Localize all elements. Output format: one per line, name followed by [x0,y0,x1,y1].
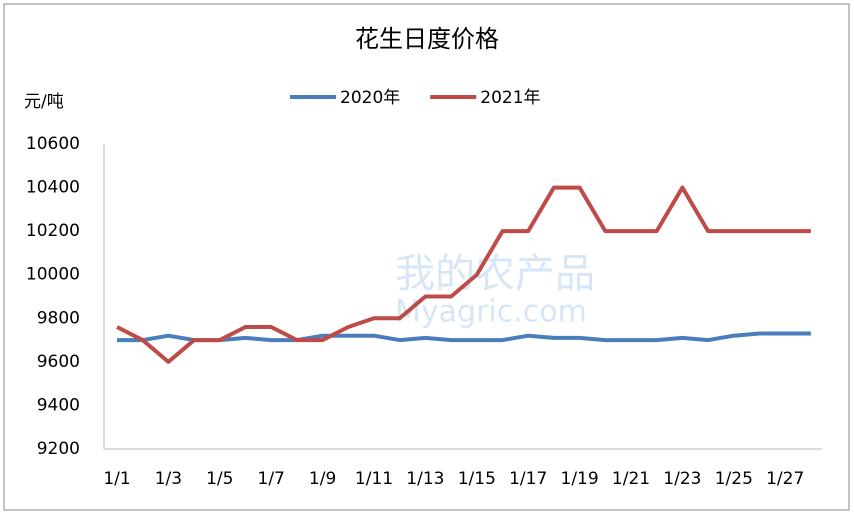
x-tick-label: 1/23 [663,469,701,489]
x-tick-label: 1/19 [561,469,599,489]
x-tick-label: 1/15 [458,469,496,489]
y-tick-label: 9400 [37,395,80,415]
x-tick-label: 1/13 [406,469,444,489]
x-tick-label: 1/1 [103,469,130,489]
x-tick-label: 1/27 [766,469,804,489]
y-tick-label: 9800 [37,308,80,328]
x-tick-label: 1/11 [355,469,393,489]
x-tick-label: 1/17 [509,469,547,489]
y-tick-label: 10600 [26,134,80,154]
watermark-text: 我的农产品 [395,251,595,297]
series-line [117,331,811,343]
chart-frame [3,3,850,511]
y-tick-label: 10400 [26,178,80,198]
x-tick-label: 1/21 [612,469,650,489]
y-tick-label: 10200 [26,221,80,241]
x-tick-label: 1/9 [309,469,336,489]
x-tick-label: 1/5 [206,469,233,489]
watermark: 我的农产品 Myagric.com [395,251,595,330]
y-tick-label: 9200 [37,439,80,459]
watermark-text: Myagric.com [395,295,587,330]
y-tick-label: 9600 [37,352,80,372]
x-tick-label: 1/25 [715,469,753,489]
x-tick-label: 1/7 [258,469,285,489]
x-tick-label: 1/3 [155,469,182,489]
chart-title: 花生日度价格 [355,25,499,53]
series-line [116,185,811,364]
y-tick-label: 10000 [26,265,80,285]
legend-label: 2020年 [340,88,400,108]
y-axis-label: 元/吨 [24,92,64,112]
legend-label: 2021年 [480,88,540,108]
